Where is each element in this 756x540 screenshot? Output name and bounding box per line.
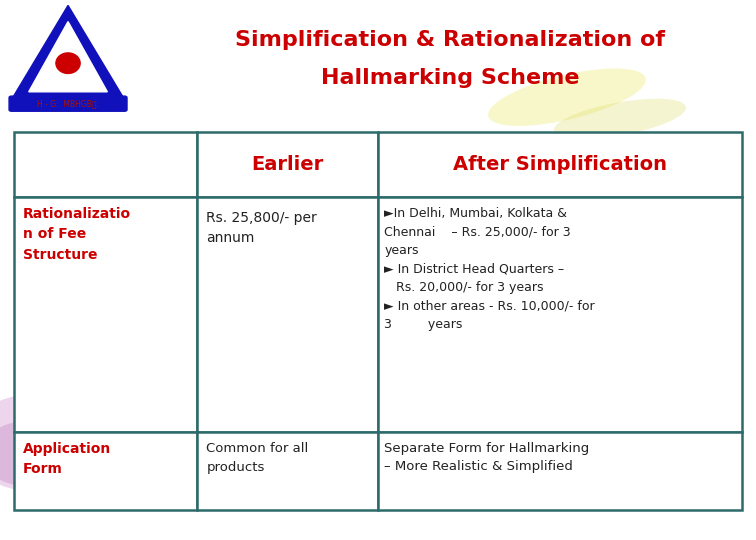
- Ellipse shape: [17, 203, 88, 391]
- Ellipse shape: [554, 99, 686, 139]
- Bar: [378, 432, 742, 510]
- Text: Simplification & Rationalization of: Simplification & Rationalization of: [235, 30, 665, 50]
- Bar: [378, 132, 742, 197]
- Polygon shape: [29, 22, 107, 92]
- Bar: [378, 197, 742, 432]
- Bar: [197, 132, 378, 197]
- Bar: [14, 132, 197, 197]
- Text: Rs. 25,800/- per
annum: Rs. 25,800/- per annum: [206, 211, 317, 245]
- FancyBboxPatch shape: [9, 96, 127, 111]
- Ellipse shape: [56, 53, 80, 73]
- Text: Hallmarking Scheme: Hallmarking Scheme: [321, 68, 579, 87]
- Ellipse shape: [48, 267, 104, 402]
- Text: After Simplification: After Simplification: [453, 155, 668, 174]
- Ellipse shape: [488, 69, 646, 126]
- Text: Rationalizatio
n of Fee
Structure: Rationalizatio n of Fee Structure: [23, 207, 131, 262]
- Bar: [197, 432, 378, 510]
- Ellipse shape: [26, 222, 50, 264]
- Text: Separate Form for Hallmarking
– More Realistic & Simplified: Separate Form for Hallmarking – More Rea…: [384, 442, 590, 473]
- Polygon shape: [11, 5, 125, 100]
- Bar: [14, 197, 197, 432]
- Text: ►In Delhi, Mumbai, Kolkata &
Chennai    – Rs. 25,000/- for 3
years
► In District: ►In Delhi, Mumbai, Kolkata & Chennai – R…: [384, 207, 595, 331]
- Bar: [14, 432, 197, 510]
- Text: H - G:  MBHGBं:: H - G: MBHGBं:: [37, 99, 99, 108]
- Ellipse shape: [24, 185, 67, 247]
- Text: Common for all
products: Common for all products: [206, 442, 308, 474]
- Circle shape: [0, 421, 72, 486]
- Circle shape: [0, 394, 102, 491]
- Text: Earlier: Earlier: [252, 155, 324, 174]
- Text: Application
Form: Application Form: [23, 442, 111, 476]
- Bar: [197, 197, 378, 432]
